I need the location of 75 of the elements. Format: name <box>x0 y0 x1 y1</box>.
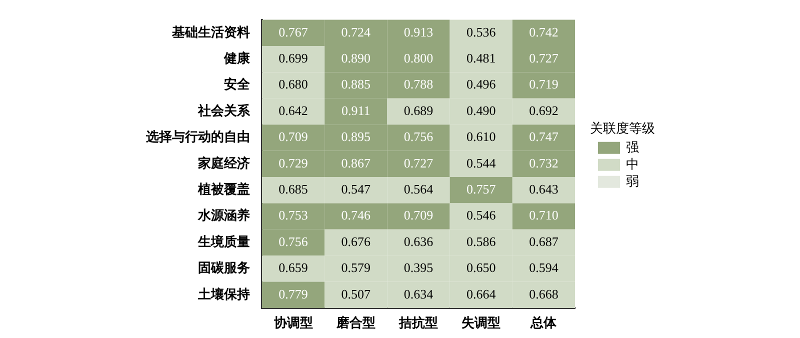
data-label: 0.757 <box>466 182 496 197</box>
data-label: 0.689 <box>404 102 434 118</box>
data-label: 0.547 <box>341 182 372 197</box>
data-label: 0.767 <box>278 24 308 40</box>
y-tick-label: 水源涵养 <box>197 208 250 223</box>
data-label: 0.664 <box>466 286 496 302</box>
y-tick-label: 植被覆盖 <box>197 181 250 196</box>
data-label: 0.779 <box>278 286 308 302</box>
y-tick-label: 固碳服务 <box>198 260 250 276</box>
data-label: 0.699 <box>278 50 308 66</box>
y-tick-label: 基础生活资料 <box>171 24 250 40</box>
data-label: 0.710 <box>529 208 558 223</box>
x-tick-label: 拮抗型 <box>398 315 438 330</box>
data-label: 0.719 <box>529 76 558 92</box>
y-tick-label: 土壤保持 <box>197 286 250 302</box>
data-label: 0.727 <box>404 155 434 170</box>
data-label: 0.687 <box>529 234 559 249</box>
legend-label: 弱 <box>626 173 639 188</box>
data-label: 0.536 <box>466 24 496 40</box>
data-label: 0.709 <box>278 129 308 144</box>
data-label: 0.676 <box>341 234 372 249</box>
data-label: 0.753 <box>278 208 308 223</box>
data-label: 0.732 <box>529 155 558 170</box>
data-label: 0.642 <box>278 102 308 118</box>
data-label: 0.564 <box>404 182 434 197</box>
x-tick-label: 协调型 <box>272 315 313 330</box>
y-tick-label: 选择与行动的自由 <box>145 129 250 144</box>
data-label: 0.692 <box>529 102 558 118</box>
y-tick-label: 社会关系 <box>197 102 251 118</box>
y-tick-label: 健康 <box>223 50 251 66</box>
data-label: 0.890 <box>341 50 371 66</box>
data-label: 0.742 <box>529 24 558 40</box>
data-label: 0.650 <box>466 260 496 276</box>
data-label: 0.788 <box>404 76 434 92</box>
data-label: 0.544 <box>466 155 496 170</box>
data-label: 0.911 <box>342 102 370 118</box>
data-label: 0.747 <box>529 129 559 144</box>
data-label: 0.756 <box>278 234 308 249</box>
data-label: 0.895 <box>341 129 371 144</box>
data-label: 0.867 <box>341 155 372 170</box>
data-label: 0.885 <box>341 76 371 92</box>
x-tick-label: 磨合型 <box>335 315 376 330</box>
data-label: 0.496 <box>466 76 496 92</box>
y-tick-label: 生境质量 <box>197 234 250 249</box>
data-label: 0.746 <box>341 208 372 223</box>
data-label: 0.800 <box>404 50 434 66</box>
y-tick-label: 家庭经济 <box>197 155 250 170</box>
data-label: 0.727 <box>529 50 559 66</box>
x-tick-label: 总体 <box>530 315 558 330</box>
data-label: 0.546 <box>466 208 496 223</box>
data-label: 0.756 <box>404 129 434 144</box>
data-label: 0.634 <box>404 286 434 302</box>
legend-label: 中 <box>626 156 639 172</box>
data-label: 0.490 <box>466 102 496 118</box>
data-label: 0.680 <box>278 76 308 92</box>
data-label: 0.724 <box>341 24 372 40</box>
data-label: 0.709 <box>404 208 434 223</box>
data-label: 0.610 <box>466 129 496 144</box>
data-label: 0.636 <box>404 234 434 249</box>
y-tick-label: 安全 <box>224 76 251 92</box>
data-label: 0.594 <box>529 260 559 276</box>
legend-label: 强 <box>626 139 639 154</box>
data-label: 0.913 <box>404 24 434 40</box>
legend-title: 关联度等级 <box>590 120 655 136</box>
data-label: 0.729 <box>278 155 308 170</box>
data-label: 0.659 <box>278 260 308 276</box>
data-label: 0.507 <box>341 286 372 302</box>
data-label: 0.586 <box>466 234 496 249</box>
data-label: 0.395 <box>404 260 434 276</box>
data-label: 0.668 <box>529 286 558 302</box>
data-label: 0.685 <box>278 182 308 197</box>
data-label: 0.643 <box>529 182 558 197</box>
data-label: 0.481 <box>466 50 496 66</box>
data-label: 0.579 <box>341 260 371 276</box>
x-tick-label: 失调型 <box>462 315 501 330</box>
